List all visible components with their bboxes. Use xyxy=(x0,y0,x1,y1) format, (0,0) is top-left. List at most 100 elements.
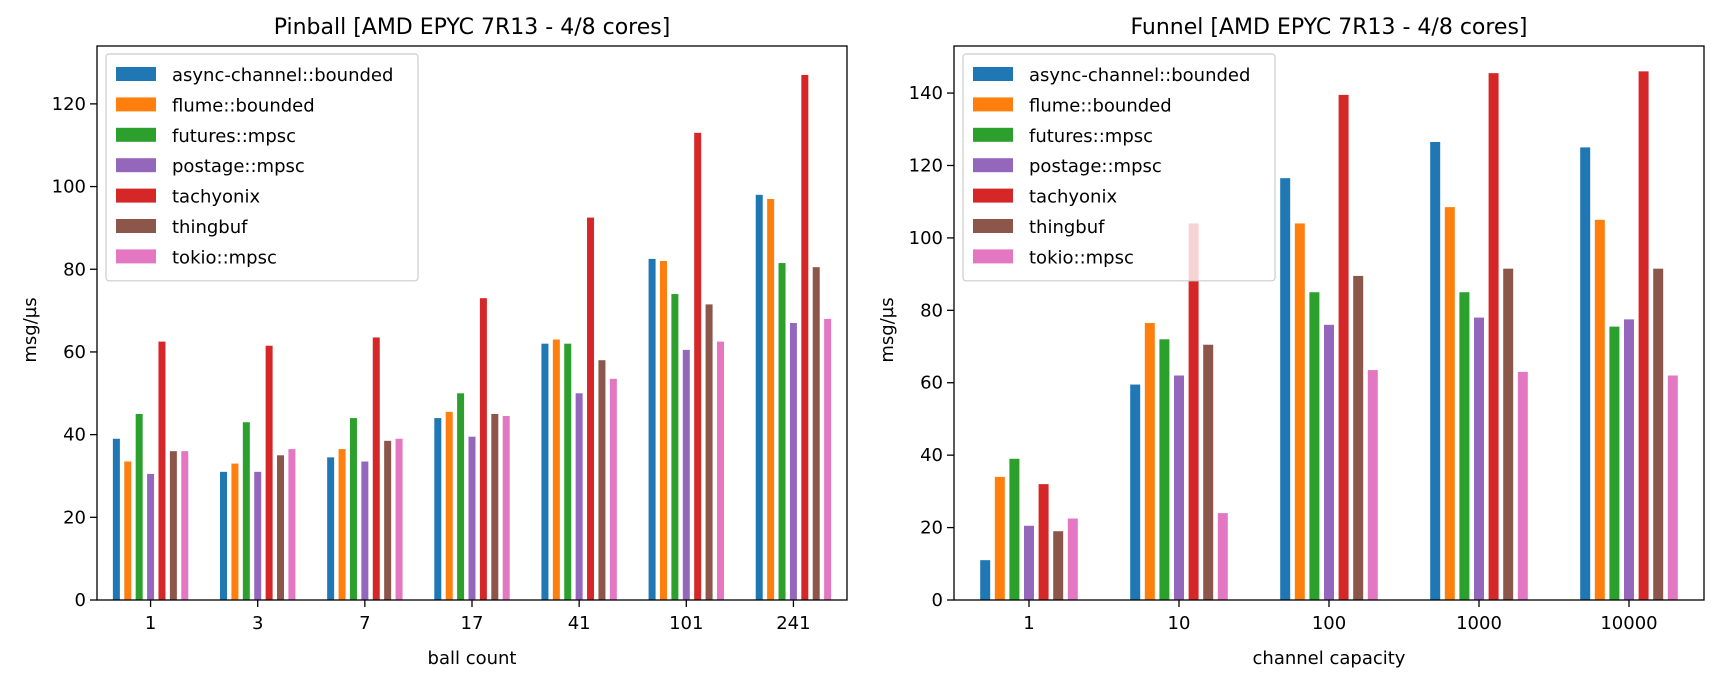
y-tick-label: 120 xyxy=(52,94,86,115)
bar xyxy=(801,74,809,600)
legend-label: tokio::mpsc xyxy=(172,247,277,268)
x-tick-label: 41 xyxy=(568,613,591,634)
bar xyxy=(1580,147,1591,600)
bar xyxy=(648,258,656,600)
y-tick-label: 100 xyxy=(909,228,943,249)
legend-swatch xyxy=(973,97,1013,112)
bar xyxy=(694,132,702,600)
bar xyxy=(1309,292,1320,600)
legend: async-channel::boundedflume::boundedfutu… xyxy=(105,53,419,282)
y-tick-label: 100 xyxy=(52,177,86,198)
bar xyxy=(1159,339,1170,600)
bar xyxy=(1280,178,1291,600)
chart-funnel: Funnel [AMD EPYC 7R13 - 4/8 cores] chann… xyxy=(877,15,1705,669)
y-tick-label: 60 xyxy=(920,373,943,394)
bar xyxy=(671,294,679,600)
legend-label: tokio::mpsc xyxy=(1029,247,1134,268)
bar xyxy=(609,378,617,600)
bar xyxy=(1594,219,1605,600)
bar xyxy=(1667,375,1678,600)
x-tick-label: 3 xyxy=(252,613,263,634)
legend-swatch xyxy=(116,219,156,233)
bar xyxy=(994,476,1005,600)
bar xyxy=(1144,323,1155,600)
bars-group xyxy=(112,74,832,600)
bar xyxy=(1217,513,1228,600)
bar xyxy=(1130,384,1141,600)
x-tick-label: 1 xyxy=(1023,613,1034,634)
bar xyxy=(1609,326,1620,600)
chart-pinball: Pinball [AMD EPYC 7R13 - 4/8 cores] ball… xyxy=(20,15,848,669)
legend-swatch xyxy=(973,249,1013,264)
y-tick-label: 80 xyxy=(63,259,86,280)
bar xyxy=(1024,525,1034,600)
bar xyxy=(1517,371,1528,600)
bar xyxy=(434,418,442,600)
bar xyxy=(1503,268,1514,600)
legend-swatch xyxy=(116,97,156,112)
legend-label: futures::mpsc xyxy=(172,126,296,147)
y-tick-label: 20 xyxy=(920,518,943,539)
legend-label: async-channel::bounded xyxy=(1029,65,1250,86)
bar xyxy=(112,438,120,600)
bar xyxy=(327,457,335,600)
y-axis-label: msg/µs xyxy=(877,297,898,362)
x-tick-label: 101 xyxy=(669,613,703,634)
bar xyxy=(384,440,392,600)
plot-area-frame xyxy=(96,45,848,601)
x-tick-label: 1000 xyxy=(1456,613,1502,634)
y-axis-ticks: 0 20 40 60 80 100 120 xyxy=(52,94,97,611)
bar xyxy=(1444,207,1455,600)
legend-swatch xyxy=(116,67,156,81)
bar xyxy=(552,339,560,600)
legend: async-channel::boundedflume::boundedfutu… xyxy=(962,53,1276,282)
y-tick-label: 0 xyxy=(75,590,86,611)
bar xyxy=(1430,141,1441,600)
legend-swatch xyxy=(973,127,1013,142)
x-tick-label: 7 xyxy=(359,613,370,634)
x-tick-label: 241 xyxy=(776,613,810,634)
bar xyxy=(468,436,476,600)
bar xyxy=(124,461,132,600)
y-tick-label: 120 xyxy=(909,155,943,176)
bar xyxy=(541,343,549,600)
bar xyxy=(755,194,763,600)
legend-swatch xyxy=(973,158,1013,173)
bar xyxy=(1038,484,1049,600)
legend-label: futures::mpsc xyxy=(1029,126,1153,147)
y-tick-label: 40 xyxy=(63,425,86,446)
bar xyxy=(349,418,357,600)
bar xyxy=(1324,324,1334,600)
x-tick-label: 10 xyxy=(1168,613,1191,634)
y-tick-label: 20 xyxy=(63,507,86,528)
bar xyxy=(395,438,403,600)
bar xyxy=(682,349,690,600)
bar xyxy=(277,455,285,600)
plot-area-frame xyxy=(953,45,1705,601)
chart-title: Pinball [AMD EPYC 7R13 - 4/8 cores] xyxy=(274,15,671,40)
x-axis-label: ball count xyxy=(428,648,517,669)
bar xyxy=(1009,458,1020,600)
bar xyxy=(705,304,713,600)
legend-swatch xyxy=(973,219,1013,233)
legend-label: async-channel::bounded xyxy=(172,65,393,86)
legend-swatch xyxy=(116,188,156,203)
bar xyxy=(1488,73,1499,600)
bar xyxy=(361,461,369,600)
legend-swatch xyxy=(973,67,1013,81)
legend-box xyxy=(105,53,419,282)
legend-swatch xyxy=(973,188,1013,203)
bar xyxy=(1353,275,1364,600)
bar xyxy=(598,360,606,600)
bar xyxy=(135,413,143,600)
x-tick-label: 100 xyxy=(1312,613,1346,634)
y-axis-label: msg/µs xyxy=(20,297,41,362)
bar xyxy=(479,298,487,600)
bar xyxy=(1188,223,1199,600)
y-tick-label: 0 xyxy=(932,590,943,611)
bar xyxy=(1294,223,1305,600)
bar xyxy=(1338,94,1349,600)
y-tick-label: 60 xyxy=(63,342,86,363)
x-tick-label: 17 xyxy=(461,613,484,634)
legend-swatch xyxy=(116,127,156,142)
